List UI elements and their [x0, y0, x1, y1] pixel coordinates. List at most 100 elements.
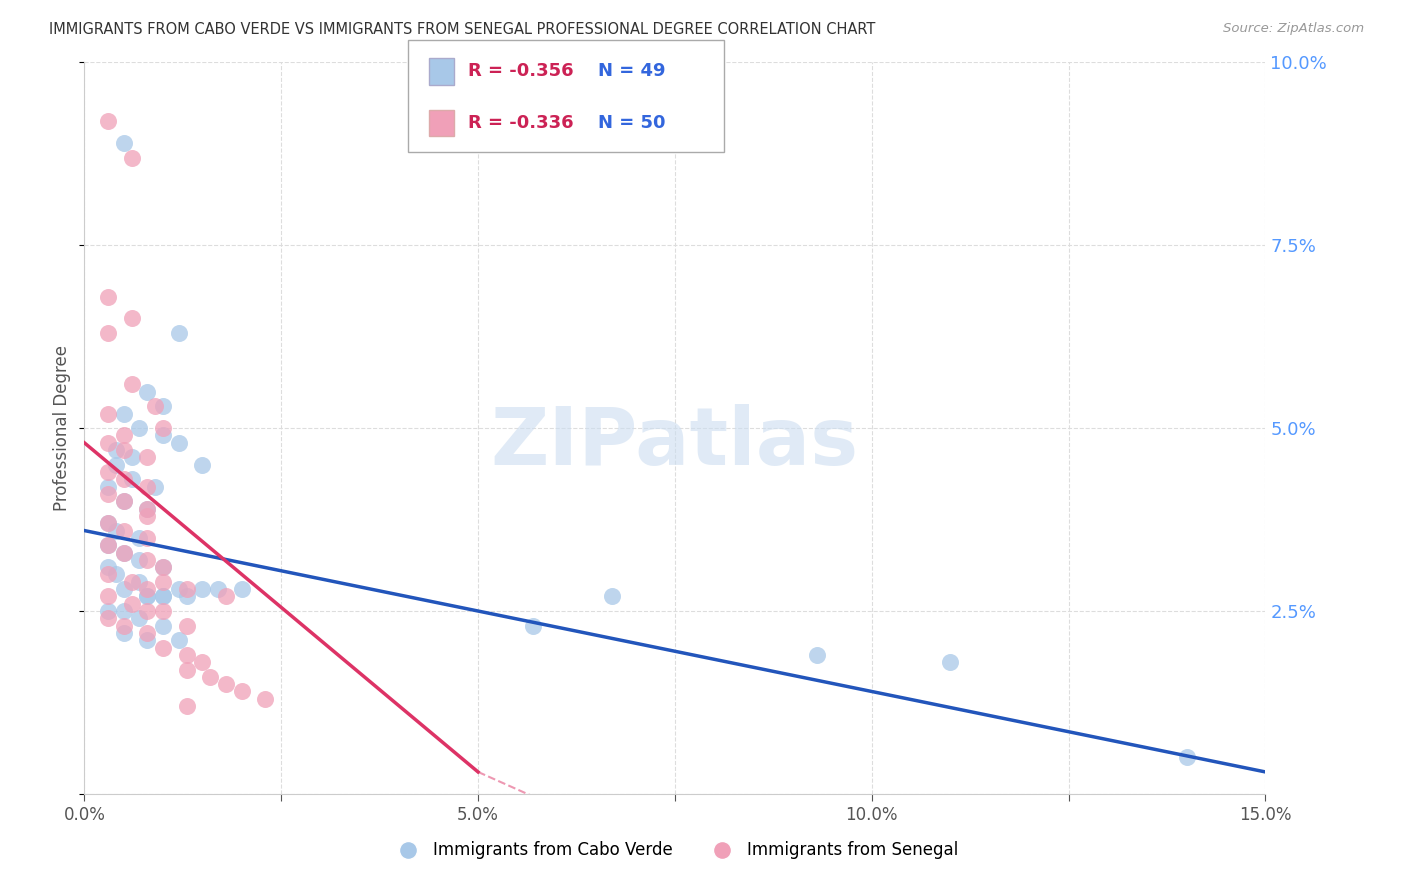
Point	[128, 553, 150, 567]
Point	[121, 574, 143, 589]
Point	[121, 450, 143, 465]
Point	[97, 590, 120, 604]
Point	[112, 545, 135, 559]
Point	[191, 655, 214, 669]
Point	[112, 618, 135, 632]
Point	[231, 684, 253, 698]
Point	[112, 472, 135, 486]
Point	[112, 524, 135, 538]
Point	[167, 435, 190, 450]
Point	[215, 590, 238, 604]
Point	[215, 677, 238, 691]
Point	[97, 435, 120, 450]
Point	[136, 590, 159, 604]
Legend: Immigrants from Cabo Verde, Immigrants from Senegal: Immigrants from Cabo Verde, Immigrants f…	[384, 835, 966, 866]
Point	[152, 560, 174, 574]
Point	[136, 604, 159, 618]
Point	[112, 407, 135, 421]
Point	[136, 590, 159, 604]
Point	[112, 428, 135, 442]
Point	[152, 421, 174, 435]
Point	[97, 407, 120, 421]
Point	[176, 699, 198, 714]
Point	[191, 582, 214, 596]
Point	[136, 531, 159, 545]
Point	[97, 465, 120, 479]
Point	[136, 553, 159, 567]
Point	[112, 626, 135, 640]
Point	[97, 480, 120, 494]
Point	[121, 151, 143, 165]
Point	[207, 582, 229, 596]
Point	[112, 136, 135, 150]
Point	[97, 516, 120, 531]
Point	[806, 648, 828, 662]
Point	[167, 326, 190, 340]
Text: R = -0.336: R = -0.336	[468, 114, 574, 132]
Point	[104, 567, 127, 582]
Point	[136, 501, 159, 516]
Point	[136, 384, 159, 399]
Point	[112, 494, 135, 508]
Point	[128, 531, 150, 545]
Point	[152, 618, 174, 632]
Point	[136, 480, 159, 494]
Point	[191, 458, 214, 472]
Point	[104, 443, 127, 458]
Point	[104, 458, 127, 472]
Point	[97, 516, 120, 531]
Point	[97, 538, 120, 552]
Text: N = 50: N = 50	[598, 114, 665, 132]
Text: Source: ZipAtlas.com: Source: ZipAtlas.com	[1223, 22, 1364, 36]
Point	[97, 114, 120, 128]
Point	[97, 604, 120, 618]
Point	[112, 604, 135, 618]
Point	[121, 472, 143, 486]
Point	[176, 663, 198, 677]
Text: R = -0.356: R = -0.356	[468, 62, 574, 80]
Point	[121, 597, 143, 611]
Point	[152, 590, 174, 604]
Point	[176, 648, 198, 662]
Point	[152, 604, 174, 618]
Point	[231, 582, 253, 596]
Point	[1175, 750, 1198, 764]
Point	[97, 560, 120, 574]
Point	[167, 633, 190, 648]
Point	[176, 590, 198, 604]
Point	[97, 289, 120, 303]
Point	[152, 590, 174, 604]
Point	[136, 450, 159, 465]
Text: ZIPatlas: ZIPatlas	[491, 404, 859, 482]
Y-axis label: Professional Degree: Professional Degree	[53, 345, 72, 511]
Point	[176, 618, 198, 632]
Point	[136, 582, 159, 596]
Point	[121, 311, 143, 326]
Point	[97, 567, 120, 582]
Point	[112, 545, 135, 559]
Text: IMMIGRANTS FROM CABO VERDE VS IMMIGRANTS FROM SENEGAL PROFESSIONAL DEGREE CORREL: IMMIGRANTS FROM CABO VERDE VS IMMIGRANTS…	[49, 22, 876, 37]
Point	[128, 421, 150, 435]
Point	[136, 633, 159, 648]
Point	[97, 326, 120, 340]
Point	[136, 501, 159, 516]
Point	[600, 590, 623, 604]
Point	[97, 611, 120, 625]
Point	[152, 560, 174, 574]
Point	[128, 574, 150, 589]
Point	[254, 691, 277, 706]
Point	[112, 443, 135, 458]
Point	[200, 670, 222, 684]
Point	[152, 640, 174, 655]
Point	[167, 582, 190, 596]
Point	[112, 494, 135, 508]
Point	[152, 574, 174, 589]
Point	[939, 655, 962, 669]
Point	[112, 582, 135, 596]
Point	[97, 538, 120, 552]
Point	[176, 582, 198, 596]
Point	[97, 487, 120, 501]
Text: N = 49: N = 49	[598, 62, 665, 80]
Point	[522, 618, 544, 632]
Point	[136, 508, 159, 523]
